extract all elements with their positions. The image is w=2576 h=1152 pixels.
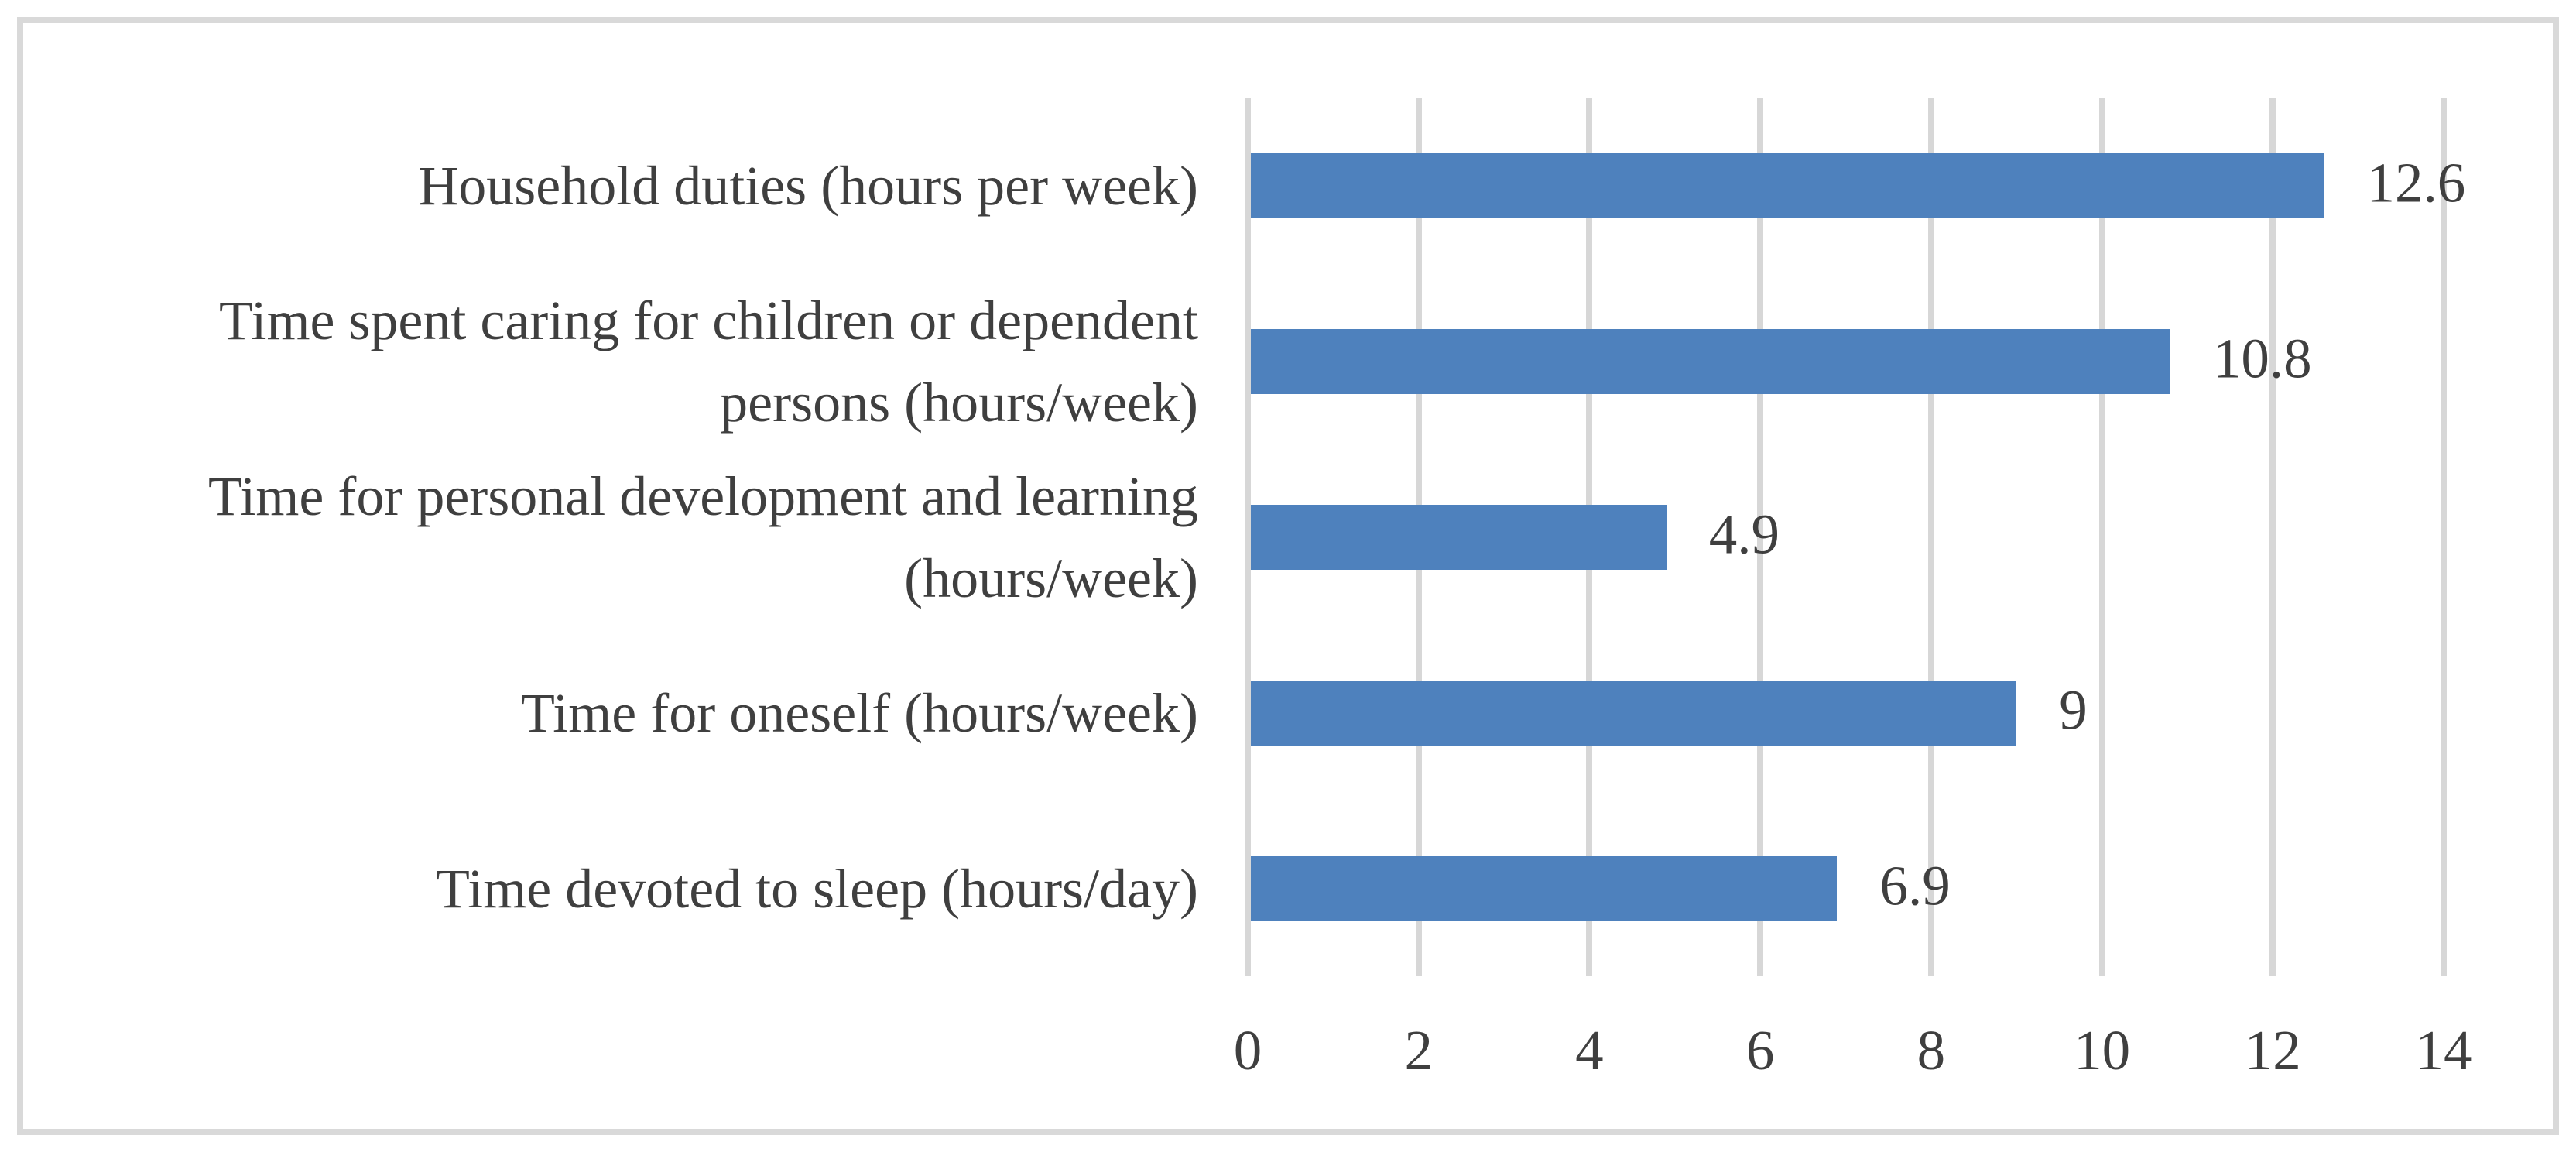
x-tick-label: 10	[2074, 1019, 2131, 1082]
category-label: Time for oneself (hours/week)	[520, 681, 1198, 744]
category-label: Time devoted to sleep (hours/day)	[435, 857, 1198, 920]
bar	[1251, 855, 1838, 921]
bar-value-label: 4.9	[1708, 502, 1780, 566]
bar	[1251, 505, 1667, 570]
bar	[1251, 153, 2324, 219]
x-tick-label: 4	[1575, 1019, 1604, 1082]
gridline	[2441, 98, 2447, 976]
x-tick-label: 14	[2415, 1019, 2472, 1082]
gridline	[2269, 98, 2276, 976]
gridline	[2098, 98, 2105, 976]
gridline	[1757, 98, 1764, 976]
bar-value-label: 10.8	[2212, 327, 2312, 390]
bar-value-label: 12.6	[2366, 152, 2466, 215]
x-tick-label: 8	[1917, 1019, 1946, 1082]
x-tick-label: 0	[1233, 1019, 1262, 1082]
category-label: Time spent caring for children or depend…	[219, 290, 1198, 434]
gridline	[1245, 98, 1251, 976]
bar	[1251, 680, 2017, 746]
gridline	[1927, 98, 1934, 976]
bar	[1251, 329, 2170, 395]
category-label: Household duties (hours per week)	[418, 155, 1198, 218]
x-tick-label: 12	[2244, 1019, 2301, 1082]
x-tick-label: 6	[1745, 1019, 1775, 1082]
category-label: Time for personal development and learni…	[207, 465, 1198, 609]
bar-value-label: 6.9	[1879, 854, 1951, 917]
x-tick-label: 2	[1404, 1019, 1433, 1082]
bar-value-label: 9	[2059, 678, 2088, 742]
